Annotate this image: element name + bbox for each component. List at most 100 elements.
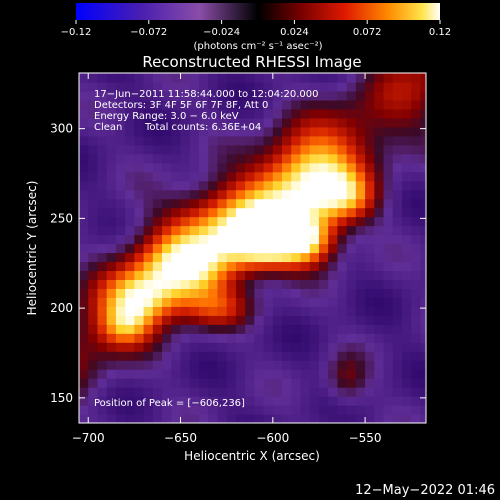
heatmap-cell <box>263 117 274 128</box>
heatmap-cell <box>383 198 394 209</box>
heatmap-cell <box>115 126 126 137</box>
heatmap-cell <box>337 315 348 325</box>
colorbar-tick-label: 0.072 <box>353 27 382 38</box>
heatmap-cell <box>272 117 283 128</box>
heatmap-cell <box>226 81 237 92</box>
heatmap-cell <box>365 216 375 227</box>
heatmap-cell <box>291 126 302 137</box>
heatmap-cell <box>189 288 200 298</box>
heatmap-cell <box>328 171 339 182</box>
heatmap-cell <box>411 351 422 361</box>
heatmap-cell <box>365 162 375 173</box>
heatmap-cell <box>97 306 108 316</box>
heatmap-cell <box>300 351 311 361</box>
heatmap-cell <box>392 261 403 272</box>
heatmap-cell <box>134 351 145 361</box>
heatmap-cell <box>374 342 385 352</box>
heatmap-cell <box>392 405 403 415</box>
heatmap-cell <box>143 81 154 92</box>
heatmap-cell <box>88 324 99 334</box>
heatmap-cell <box>180 243 191 254</box>
heatmap-cell <box>79 297 89 307</box>
heatmap-cell <box>88 171 99 182</box>
heatmap-cell <box>383 306 394 316</box>
heatmap-cell <box>134 396 145 406</box>
heatmap-cell <box>152 369 163 379</box>
heatmap-cell <box>180 90 191 101</box>
heatmap-cell <box>263 225 274 236</box>
heatmap-cell <box>328 270 339 281</box>
heatmap-cell <box>365 243 375 254</box>
heatmap-cell <box>402 261 412 272</box>
heatmap-cell <box>180 162 191 173</box>
heatmap-cell <box>263 216 274 227</box>
heatmap-cell <box>115 279 126 289</box>
heatmap-cell <box>355 216 366 227</box>
heatmap-cell <box>383 396 394 406</box>
heatmap-cell <box>272 207 283 218</box>
heatmap-cell <box>115 144 126 155</box>
heatmap-cell <box>254 73 265 83</box>
heatmap-cell <box>198 315 209 325</box>
heatmap-cell <box>162 171 172 182</box>
heatmap-cell <box>208 297 219 307</box>
heatmap-cell <box>402 414 412 423</box>
heatmap-cell <box>152 189 163 200</box>
heatmap-cell <box>88 216 99 227</box>
heatmap-cell <box>365 99 375 110</box>
heatmap-cell <box>125 207 135 218</box>
heatmap-cell <box>198 108 209 119</box>
heatmap-cell <box>374 351 385 361</box>
heatmap-cell <box>143 153 154 164</box>
heatmap-cell <box>134 378 145 388</box>
heatmap-cell <box>245 234 255 245</box>
heatmap-cell <box>245 387 255 397</box>
heatmap-cell <box>198 189 209 200</box>
heatmap-cell <box>309 243 320 254</box>
heatmap-cell <box>355 108 366 119</box>
heatmap-cell <box>365 369 375 379</box>
heatmap-cell <box>318 306 329 316</box>
heatmap-cell <box>180 360 191 370</box>
heatmap-cell <box>420 171 426 182</box>
heatmap-cell <box>134 270 145 281</box>
heatmap-cell <box>263 324 274 334</box>
heatmap-cell <box>189 414 200 423</box>
heatmap-cell <box>300 279 311 289</box>
heatmap-cell <box>300 261 311 272</box>
heatmap-cell <box>263 162 274 173</box>
heatmap-cell <box>402 378 412 388</box>
heatmap-cell <box>162 81 172 92</box>
heatmap-cell <box>171 270 182 281</box>
heatmap-cell <box>346 144 357 155</box>
heatmap-cell <box>411 126 422 137</box>
heatmap-cell <box>300 81 311 92</box>
heatmap-cell <box>143 180 154 191</box>
heatmap-cell <box>125 81 135 92</box>
heatmap-cell <box>245 180 255 191</box>
heatmap-cell <box>291 234 302 245</box>
heatmap-cell <box>217 225 228 236</box>
heatmap-cell <box>125 369 135 379</box>
heatmap-cell <box>180 387 191 397</box>
heatmap-cell <box>254 360 265 370</box>
heatmap-cell <box>143 324 154 334</box>
heatmap-cell <box>254 189 265 200</box>
heatmap-cell <box>365 387 375 397</box>
heatmap-cell <box>346 252 357 263</box>
heatmap-cell <box>420 324 426 334</box>
heatmap-cell <box>318 126 329 137</box>
heatmap-cell <box>189 117 200 128</box>
heatmap-cell <box>162 216 172 227</box>
heatmap-cell <box>411 144 422 155</box>
heatmap-cell <box>235 369 246 379</box>
heatmap-cell <box>411 189 422 200</box>
heatmap-cell <box>106 81 117 92</box>
heatmap-cell <box>235 81 246 92</box>
heatmap-cell <box>217 126 228 137</box>
heatmap-cell <box>245 126 255 137</box>
heatmap-cell <box>365 207 375 218</box>
heatmap-cell <box>374 225 385 236</box>
heatmap-cell <box>171 261 182 272</box>
heatmap-cell <box>180 288 191 298</box>
